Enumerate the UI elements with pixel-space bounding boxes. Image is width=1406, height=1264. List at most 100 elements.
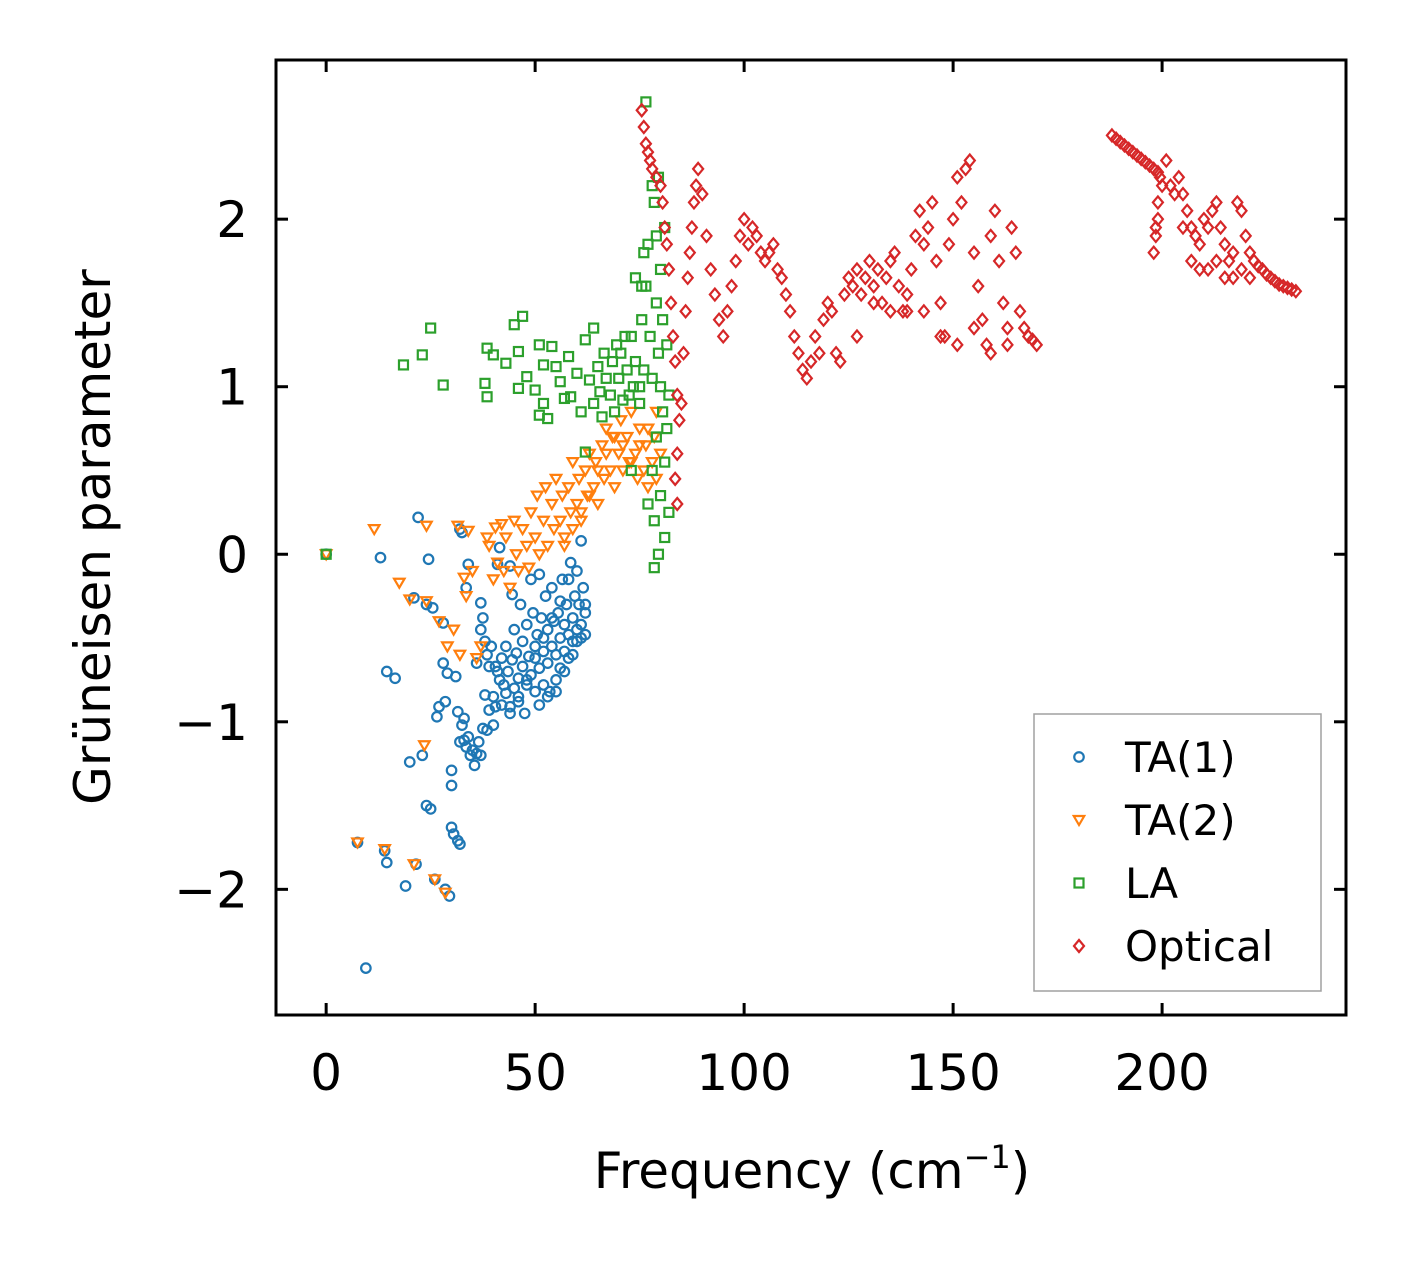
data-point — [779, 286, 793, 303]
data-point — [967, 320, 981, 336]
data-point — [663, 506, 675, 518]
axis-ticks-layer: 0 50 100 150 200 −2 −1 0 1 2 — [174, 60, 1346, 1102]
data-point — [950, 337, 964, 353]
data-point — [1235, 203, 1248, 219]
data-point — [555, 490, 570, 503]
data-point — [350, 837, 365, 850]
data-point — [531, 628, 544, 641]
data-point — [465, 565, 480, 579]
data-point — [640, 482, 656, 495]
data-point — [571, 565, 583, 577]
data-point — [454, 838, 466, 850]
data-point — [537, 359, 550, 371]
data-point — [445, 779, 458, 792]
data-point — [634, 397, 646, 410]
data-point — [512, 345, 525, 358]
data-point — [502, 665, 514, 678]
data-point — [360, 962, 372, 974]
data-point — [533, 339, 545, 351]
data-point — [750, 228, 764, 244]
data-point — [426, 602, 439, 614]
data-point — [495, 652, 508, 664]
data-point — [498, 532, 514, 545]
data-point — [439, 695, 452, 708]
data-point — [546, 612, 558, 624]
data-point — [1009, 244, 1023, 261]
data-point — [406, 859, 422, 872]
data-point — [445, 764, 458, 777]
data-point — [775, 270, 789, 286]
data-point — [546, 581, 558, 594]
data-point — [380, 856, 393, 869]
data-point — [437, 657, 450, 670]
data-point — [670, 446, 684, 462]
data-point — [854, 286, 868, 303]
data-point — [608, 406, 621, 418]
data-point — [607, 482, 622, 495]
data-point — [996, 295, 1010, 311]
x-axis-label-superscript: −1 — [964, 1138, 1011, 1176]
data-point — [716, 328, 730, 345]
data-point — [479, 377, 491, 389]
data-point — [1013, 303, 1027, 320]
data-point — [416, 749, 429, 762]
data-point — [553, 515, 568, 528]
data-point — [687, 194, 701, 211]
data-point — [525, 573, 537, 586]
data-point — [520, 674, 533, 686]
x-axis-label-suffix: ) — [1011, 1142, 1031, 1200]
data-point — [521, 371, 533, 383]
data-point — [1209, 194, 1223, 211]
data-point — [512, 382, 525, 394]
data-point — [1168, 186, 1182, 202]
data-point — [640, 423, 656, 436]
data-point — [812, 345, 826, 361]
data-point — [419, 596, 434, 609]
data-point — [479, 532, 495, 545]
data-point — [500, 687, 512, 700]
data-point — [571, 473, 587, 487]
data-point — [575, 406, 587, 418]
data-point — [630, 473, 645, 487]
data-point — [520, 618, 533, 631]
data-point — [838, 286, 851, 303]
data-point — [536, 515, 551, 528]
data-point — [596, 411, 608, 423]
data-point — [652, 548, 665, 560]
data-point — [677, 345, 690, 361]
data-point — [511, 565, 526, 579]
data-point — [652, 347, 665, 359]
data-point — [1151, 211, 1165, 227]
data-point — [588, 457, 603, 470]
plot-frame — [274, 58, 1348, 1017]
data-point — [562, 573, 575, 586]
data-point — [1226, 244, 1240, 261]
data-point — [1151, 164, 1165, 180]
data-point — [481, 342, 493, 354]
data-point — [913, 203, 927, 219]
data-point — [537, 397, 550, 410]
data-point — [921, 219, 935, 236]
data-point — [607, 431, 622, 445]
data-point — [720, 303, 734, 320]
data-point — [611, 448, 626, 461]
data-point — [481, 540, 497, 554]
data-point — [533, 662, 546, 675]
data-points-layer — [318, 96, 1303, 974]
data-point — [417, 740, 432, 753]
data-point — [494, 518, 509, 532]
data-point — [496, 565, 511, 579]
data-point — [397, 359, 410, 371]
legend-label: TA(1) — [1124, 733, 1236, 782]
data-point — [504, 707, 516, 720]
data-point — [636, 465, 651, 478]
data-point — [582, 490, 597, 503]
data-point — [917, 236, 931, 253]
data-point — [456, 719, 468, 731]
data-point — [635, 102, 649, 118]
data-point — [579, 446, 591, 458]
data-point — [527, 607, 539, 619]
data-point — [512, 695, 525, 708]
data-point — [871, 261, 885, 278]
